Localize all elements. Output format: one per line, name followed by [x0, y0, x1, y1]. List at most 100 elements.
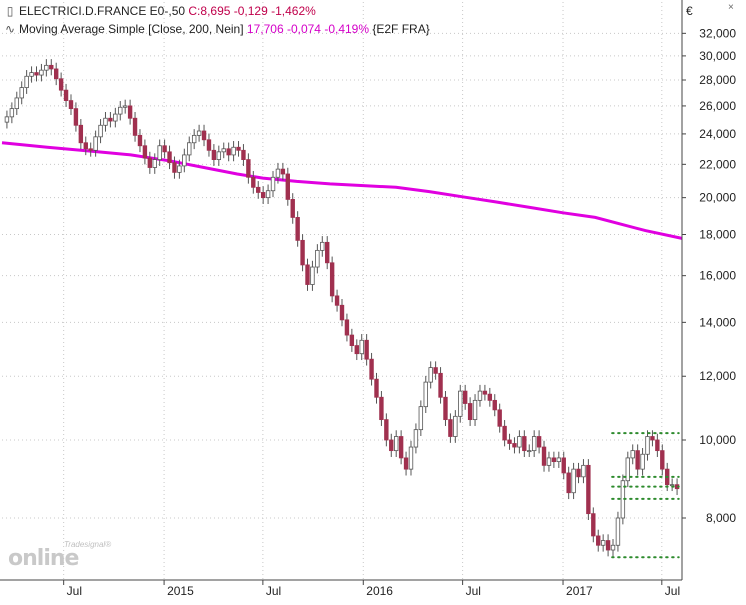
- candle-up: [122, 105, 128, 108]
- indicator-name: Moving Average Simple [Close, 200, Nein]: [19, 22, 244, 36]
- candle-up: [93, 136, 98, 151]
- y-tick-label: 22,000: [699, 157, 736, 171]
- candle-down: [438, 372, 443, 398]
- candle-up: [517, 436, 522, 448]
- candle-down: [482, 390, 488, 395]
- candle-up: [270, 176, 276, 192]
- candle-down: [83, 142, 88, 150]
- candle-down: [522, 436, 527, 452]
- candle-up: [14, 97, 19, 110]
- candle-down: [635, 450, 640, 470]
- candle-up: [359, 339, 364, 355]
- x-tick-label: Jul: [67, 584, 82, 598]
- candle-up: [615, 517, 621, 546]
- candle-down: [142, 145, 148, 159]
- candle-down: [58, 78, 64, 91]
- candle-down: [605, 540, 611, 551]
- candle-down: [374, 378, 379, 398]
- candle-down: [502, 425, 507, 441]
- candle-down: [88, 148, 93, 151]
- close-icon[interactable]: ×: [728, 2, 734, 13]
- candle-down: [403, 457, 409, 470]
- y-tick-label: 12,000: [699, 369, 736, 383]
- candle-down: [260, 192, 266, 199]
- indicator-header[interactable]: ∿ Moving Average Simple [Close, 200, Nein…: [4, 22, 430, 36]
- axes-layer: 8,000 10,000 12,000 14,000 16,000 18,000 20,00…: [0, 0, 736, 598]
- candle-up: [556, 457, 562, 463]
- x-tick-label: 2017: [566, 584, 593, 598]
- candle-down: [655, 439, 660, 452]
- x-tick-label: Jul: [665, 584, 680, 598]
- candle-up: [571, 468, 576, 494]
- candle-down: [280, 168, 286, 175]
- candle-up: [152, 159, 157, 168]
- candle-up: [630, 450, 635, 459]
- candle-down: [576, 468, 581, 478]
- candles-layer: [4, 59, 680, 557]
- candle-up: [428, 367, 433, 383]
- candle-down: [127, 105, 133, 119]
- x-tick-label: Jul: [266, 584, 281, 598]
- candle-down: [285, 173, 290, 200]
- candle-up: [320, 241, 325, 251]
- candle-down: [467, 403, 473, 421]
- indicator-suffix: {E2F FRA}: [372, 22, 430, 36]
- moving-average-line: [1, 141, 683, 240]
- logo-small-text: Tradesignal®: [64, 540, 112, 549]
- y-tick-label: 14,000: [699, 315, 736, 329]
- candle-down: [246, 159, 251, 178]
- candle-up: [265, 190, 271, 199]
- y-tick-label: 20,000: [699, 191, 736, 205]
- y-tick-label: 10,000: [699, 433, 736, 447]
- candle-up: [98, 124, 103, 138]
- tradesignal-online-logo: Tradesignal® online: [8, 536, 112, 576]
- candle-down: [206, 139, 212, 151]
- y-tick-label: 24,000: [699, 127, 736, 141]
- candle-up: [645, 436, 650, 455]
- level-markers-layer: [611, 432, 680, 559]
- candle-down: [354, 345, 359, 355]
- candle-up: [44, 64, 49, 71]
- moving-average-layer: [1, 141, 683, 240]
- candle-down: [305, 264, 310, 285]
- candle-down: [211, 149, 217, 160]
- candle-up: [118, 106, 123, 115]
- y-tick-label: 18,000: [699, 227, 736, 241]
- candle-up: [640, 453, 645, 470]
- candle-up: [423, 381, 428, 408]
- candle-down: [541, 446, 547, 466]
- candle-up: [527, 450, 532, 453]
- candle-down: [329, 262, 335, 297]
- candle-up: [310, 266, 315, 285]
- x-tick-label: Jul: [466, 584, 481, 598]
- candle-down: [448, 419, 453, 437]
- candle-down: [49, 64, 54, 70]
- candle-down: [339, 304, 345, 321]
- candle-down: [398, 436, 404, 459]
- logo-brand-text: online: [8, 546, 79, 571]
- candle-down: [566, 472, 571, 494]
- line-wave-icon: ∿: [4, 22, 16, 36]
- candle-down: [295, 217, 300, 241]
- y-tick-label: 30,000: [699, 49, 736, 63]
- indicator-values: 17,706 -0,074 -0,419%: [246, 22, 370, 36]
- candle-up: [113, 113, 118, 122]
- candle-up: [394, 436, 399, 452]
- candle-down: [34, 72, 39, 76]
- candle-up: [187, 142, 192, 156]
- candle-up: [625, 457, 630, 482]
- instrument-header[interactable]: ▯ ELECTRICI.D.FRANCE E0-,50 C:8,695 -0,12…: [4, 4, 316, 18]
- candle-down: [78, 124, 84, 144]
- candle-up: [231, 146, 236, 156]
- candle-down: [507, 439, 512, 444]
- candle-down: [384, 419, 389, 441]
- candle-down: [290, 199, 295, 218]
- candle-down: [251, 176, 256, 188]
- candle-up: [216, 151, 222, 160]
- candle-down: [389, 439, 394, 452]
- candle-down: [167, 151, 172, 164]
- candle-down: [596, 535, 601, 546]
- candle-up: [177, 165, 182, 173]
